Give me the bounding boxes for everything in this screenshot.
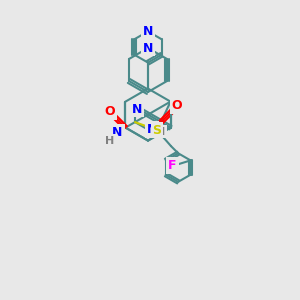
Text: H: H xyxy=(156,127,166,136)
Text: O: O xyxy=(172,100,182,112)
Text: O: O xyxy=(104,105,115,118)
Text: N: N xyxy=(112,126,123,139)
Text: N: N xyxy=(132,103,142,116)
Text: S: S xyxy=(152,124,161,136)
Text: N: N xyxy=(143,25,153,38)
Text: N: N xyxy=(143,41,153,55)
Text: F: F xyxy=(168,159,177,172)
Text: H: H xyxy=(105,136,114,146)
Text: N: N xyxy=(147,123,157,136)
